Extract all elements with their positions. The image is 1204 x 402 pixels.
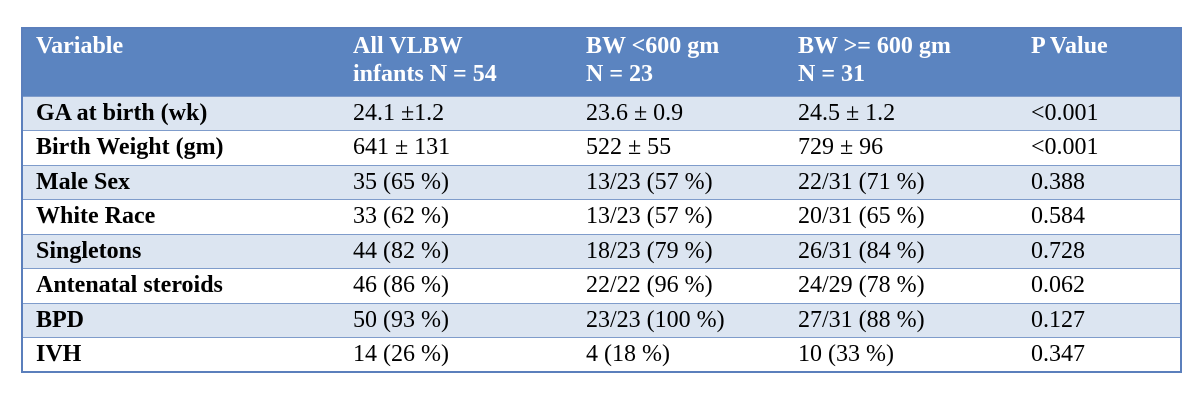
table-body: GA at birth (wk) 24.1 ±1.2 23.6 ± 0.9 24… bbox=[22, 96, 1181, 372]
row-variable: GA at birth (wk) bbox=[36, 99, 208, 126]
header-bw-lt-600-line-2: N = 23 bbox=[586, 61, 654, 87]
cell-bw-ge-600: 20/31 (65 %) bbox=[798, 203, 925, 229]
cell-p-value: <0.001 bbox=[1031, 99, 1099, 126]
data-table-container: Variable All VLBW infants N = 54 BW <600… bbox=[21, 27, 1182, 373]
header-variable-line: Variable bbox=[36, 33, 124, 59]
cell-p-value: <0.001 bbox=[1031, 134, 1099, 160]
cell-p-value: 0.584 bbox=[1031, 203, 1085, 229]
cell-all-vlbw: 33 (62 %) bbox=[353, 203, 449, 229]
table-row: Birth Weight (gm) 641 ± 131 522 ± 55 729… bbox=[22, 130, 1181, 165]
row-variable: White Race bbox=[36, 203, 156, 229]
table-row: IVH 14 (26 %) 4 (18 %) 10 (33 %) 0.347 bbox=[22, 337, 1181, 372]
cell-all-vlbw: 50 (93 %) bbox=[353, 306, 449, 333]
cell-p-value: 0.728 bbox=[1031, 237, 1085, 264]
table-row: GA at birth (wk) 24.1 ±1.2 23.6 ± 0.9 24… bbox=[22, 96, 1181, 131]
cell-bw-ge-600: 22/31 (71 %) bbox=[798, 168, 925, 195]
row-variable: Birth Weight (gm) bbox=[36, 134, 224, 160]
header-all-vlbw-line-1: All VLBW bbox=[353, 33, 463, 59]
row-variable: Singletons bbox=[36, 237, 142, 264]
table-row: Male Sex 35 (65 %) 13/23 (57 %) 22/31 (7… bbox=[22, 165, 1181, 200]
cell-bw-lt-600: 522 ± 55 bbox=[586, 134, 672, 160]
cell-all-vlbw: 14 (26 %) bbox=[353, 341, 449, 367]
cell-all-vlbw: 46 (86 %) bbox=[353, 272, 449, 298]
cell-bw-lt-600: 23/23 (100 %) bbox=[586, 306, 725, 333]
cell-all-vlbw: 35 (65 %) bbox=[353, 168, 449, 195]
cell-bw-lt-600: 13/23 (57 %) bbox=[586, 203, 713, 229]
cell-bw-ge-600: 27/31 (88 %) bbox=[798, 306, 925, 333]
table-row: Singletons 44 (82 %) 18/23 (79 %) 26/31 … bbox=[22, 234, 1181, 269]
header-bw-ge-600-line-1: BW >= 600 gm bbox=[798, 33, 951, 59]
cell-bw-lt-600: 22/22 (96 %) bbox=[586, 272, 713, 298]
header-p-value-line: P Value bbox=[1031, 33, 1108, 59]
header-p-value: P Value bbox=[1018, 28, 1181, 96]
cell-bw-ge-600: 26/31 (84 %) bbox=[798, 237, 925, 264]
cell-bw-lt-600: 13/23 (57 %) bbox=[586, 168, 713, 195]
header-all-vlbw-line-2: infants N = 54 bbox=[353, 61, 497, 87]
cell-bw-ge-600: 24/29 (78 %) bbox=[798, 272, 925, 298]
cell-all-vlbw: 641 ± 131 bbox=[353, 134, 451, 160]
header-bw-lt-600: BW <600 gm N = 23 bbox=[573, 28, 785, 96]
cell-bw-lt-600: 18/23 (79 %) bbox=[586, 237, 713, 264]
cell-bw-ge-600: 729 ± 96 bbox=[798, 134, 884, 160]
cell-p-value: 0.347 bbox=[1031, 341, 1085, 367]
table-row: BPD 50 (93 %) 23/23 (100 %) 27/31 (88 %)… bbox=[22, 303, 1181, 338]
cell-bw-ge-600: 10 (33 %) bbox=[798, 341, 894, 367]
cell-p-value: 0.062 bbox=[1031, 272, 1085, 298]
header-bw-ge-600: BW >= 600 gm N = 31 bbox=[785, 28, 1018, 96]
header-bw-ge-600-line-2: N = 31 bbox=[798, 61, 866, 87]
cell-bw-lt-600: 23.6 ± 0.9 bbox=[586, 99, 684, 126]
demographics-table: Variable All VLBW infants N = 54 BW <600… bbox=[21, 27, 1182, 373]
cell-bw-lt-600: 4 (18 %) bbox=[586, 341, 670, 367]
row-variable: Antenatal steroids bbox=[36, 272, 223, 298]
cell-bw-ge-600: 24.5 ± 1.2 bbox=[798, 99, 896, 126]
table-row: White Race 33 (62 %) 13/23 (57 %) 20/31 … bbox=[22, 199, 1181, 234]
cell-p-value: 0.388 bbox=[1031, 168, 1085, 195]
cell-all-vlbw: 24.1 ±1.2 bbox=[353, 99, 445, 126]
cell-p-value: 0.127 bbox=[1031, 306, 1085, 333]
header-all-vlbw: All VLBW infants N = 54 bbox=[340, 28, 573, 96]
table-header: Variable All VLBW infants N = 54 BW <600… bbox=[22, 28, 1181, 96]
header-bw-lt-600-line-1: BW <600 gm bbox=[586, 33, 720, 59]
header-variable: Variable bbox=[22, 28, 340, 96]
header-row: Variable All VLBW infants N = 54 BW <600… bbox=[22, 28, 1181, 96]
table-row: Antenatal steroids 46 (86 %) 22/22 (96 %… bbox=[22, 268, 1181, 303]
row-variable: BPD bbox=[36, 306, 84, 333]
row-variable: Male Sex bbox=[36, 168, 130, 195]
cell-all-vlbw: 44 (82 %) bbox=[353, 237, 449, 264]
row-variable: IVH bbox=[36, 341, 82, 367]
